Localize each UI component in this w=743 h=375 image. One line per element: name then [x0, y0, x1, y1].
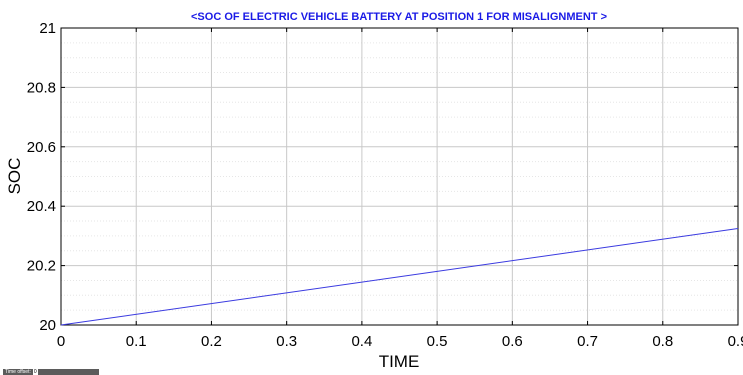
series-line — [60, 228, 739, 326]
x-tick-label: 0 — [57, 333, 65, 350]
grid — [61, 28, 738, 325]
y-tick-label: 20.4 — [27, 198, 56, 215]
x-axis-label: TIME — [379, 352, 420, 371]
x-tick-label: 0.7 — [577, 333, 598, 350]
x-tick-label: 0.6 — [502, 333, 523, 350]
x-tick-label: 0.3 — [276, 333, 297, 350]
time-offset-label: Time offset: — [5, 369, 31, 375]
x-tick-label: 0.9 — [728, 333, 743, 350]
y-axis-label: SOC — [5, 158, 24, 195]
time-offset-value: 0 — [32, 369, 38, 375]
y-tick-label: 21 — [39, 20, 56, 37]
chart-title: <SOC OF ELECTRIC VEHICLE BATTERY AT POSI… — [191, 11, 607, 23]
plot-frame — [60, 27, 739, 326]
series — [60, 228, 739, 326]
x-tick-label: 0.2 — [201, 333, 222, 350]
x-tick-label: 0.1 — [126, 333, 147, 350]
x-tick-label: 0.8 — [652, 333, 673, 350]
y-tick-label: 20.8 — [27, 79, 56, 96]
y-tick-label: 20.2 — [27, 258, 56, 275]
time-offset-bar: Time offset: 0 — [3, 369, 99, 375]
y-tick-label: 20.6 — [27, 139, 56, 156]
x-tick-label: 0.5 — [427, 333, 448, 350]
y-tick-label: 20 — [39, 317, 56, 334]
x-tick-label: 0.4 — [351, 333, 372, 350]
ticks: 0 0.1 0.2 0.3 0.4 0.5 0.6 0.7 0.8 0.9 20 20.2 20.4 20… — [27, 20, 743, 350]
